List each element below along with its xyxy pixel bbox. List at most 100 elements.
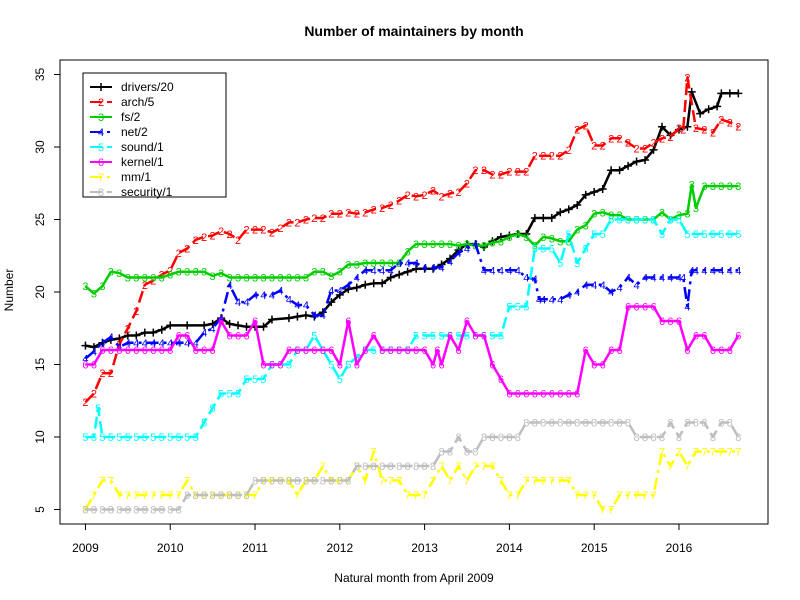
data-point: 2 [523, 167, 529, 179]
data-point: 6 [167, 345, 173, 357]
data-point: 3 [464, 239, 470, 251]
y-tick-label: 30 [33, 140, 47, 154]
data-point: 5 [693, 229, 699, 241]
data-point: 3 [701, 181, 707, 193]
data-point: 6 [557, 389, 563, 401]
data-point: 8 [99, 505, 105, 517]
data-point: 6 [184, 331, 190, 343]
data-point: 3 [133, 273, 139, 285]
data-point: 2 [532, 151, 538, 163]
data-point: 7 [684, 461, 690, 473]
data-point: 8 [345, 476, 351, 488]
data-point [687, 87, 696, 96]
data-point: 2 [379, 203, 385, 215]
data-point [632, 157, 641, 166]
data-point: 3 [82, 281, 88, 293]
data-point: 2 [684, 72, 690, 84]
data-point: 2 [362, 207, 368, 219]
data-point: 8 [269, 476, 275, 488]
data-point: 2 [99, 368, 105, 380]
data-point [89, 343, 98, 352]
data-point: 5 [735, 229, 741, 241]
data-point: 3 [684, 209, 690, 221]
data-point: 4 [99, 338, 105, 350]
data-point: 4 [142, 338, 148, 350]
data-point: 8 [693, 418, 699, 430]
chart-title: Number of maintainers by month [304, 23, 523, 39]
data-point: 4 [489, 265, 495, 277]
data-point: 3 [354, 259, 360, 271]
data-point: 8 [659, 432, 665, 444]
data-point: 4 [405, 258, 411, 270]
data-point: 2 [591, 141, 597, 153]
data-point: 8 [405, 461, 411, 473]
data-point: 6 [218, 316, 224, 328]
data-point: 4 [650, 273, 656, 285]
data-point: 5 [583, 244, 589, 256]
data-point [696, 109, 705, 118]
data-point: 7 [600, 505, 606, 517]
data-point: 2 [133, 306, 139, 318]
y-tick-label: 20 [33, 285, 47, 299]
data-point: 6 [447, 331, 453, 343]
data-point: 7 [337, 476, 343, 488]
data-point: 6 [235, 331, 241, 343]
data-point [386, 273, 395, 282]
data-point: 3 [689, 180, 695, 192]
data-point [98, 338, 107, 347]
data-point: 4 [600, 280, 606, 292]
data-point: 4 [472, 239, 478, 251]
data-point: 3 [201, 267, 207, 279]
data-point: 3 [294, 273, 300, 285]
data-point: 4 [277, 286, 283, 298]
y-tick-label: 25 [33, 213, 47, 227]
data-point: 6 [311, 345, 317, 357]
data-point: 5 [311, 331, 317, 343]
data-point: 2 [574, 125, 580, 137]
data-point: 6 [277, 360, 283, 372]
data-point: 5 [506, 302, 512, 314]
data-point: 8 [684, 418, 690, 430]
data-point: 7 [227, 490, 233, 502]
data-point: 4 [413, 258, 419, 270]
data-point: 8 [320, 476, 326, 488]
legend-box [82, 72, 227, 198]
data-point: 3 [718, 181, 724, 193]
series-line [85, 305, 740, 395]
data-point: 7 [481, 461, 487, 473]
data-point [683, 122, 692, 131]
data-point: 8 [676, 432, 682, 444]
data-point: 8 [150, 505, 156, 517]
data-point: 3 [396, 258, 402, 270]
data-point: 6 [506, 389, 512, 401]
x-tick-label: 2015 [581, 541, 608, 555]
data-point [140, 328, 149, 337]
data-point: 5 [701, 229, 707, 241]
data-point: 8 [379, 461, 385, 473]
data-point: 3 [184, 267, 190, 279]
data-point: 3 [523, 232, 529, 244]
data-point: 2 [108, 368, 114, 380]
data-point: 2 [506, 167, 512, 179]
data-point: 6 [388, 345, 394, 357]
data-point: 7 [210, 490, 216, 502]
data-point [157, 325, 166, 334]
data-point [624, 161, 633, 170]
y-tick-label: 5 [33, 506, 47, 513]
data-point: 6 [540, 389, 546, 401]
data-point [225, 319, 234, 328]
data-point: 3 [735, 181, 741, 193]
data-point: 6 [591, 360, 597, 372]
data-point [590, 187, 599, 196]
data-point: 8 [116, 505, 122, 517]
data-point: 6 [201, 345, 207, 357]
data-point: 6 [328, 345, 334, 357]
x-tick-label: 2010 [157, 541, 184, 555]
data-point: 4 [210, 323, 216, 335]
data-point: 4 [260, 290, 266, 302]
data-point: 7 [506, 490, 512, 502]
data-point: 6 [566, 389, 572, 401]
data-point: 8 [489, 432, 495, 444]
data-point [335, 290, 344, 299]
